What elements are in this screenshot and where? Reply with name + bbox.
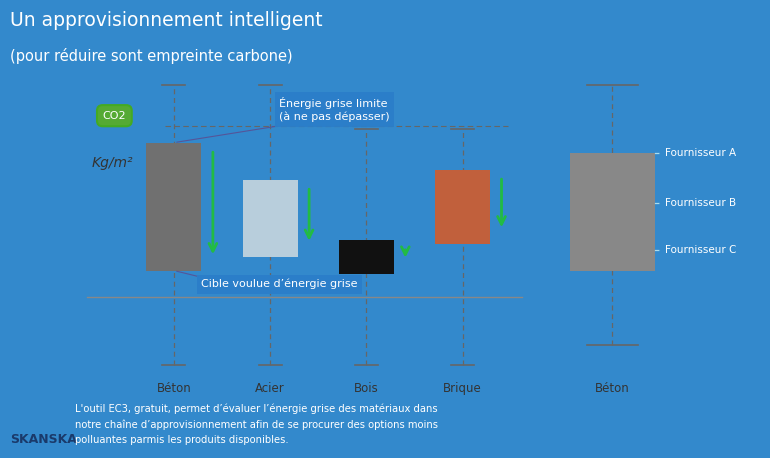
- Text: Kg/m²: Kg/m²: [92, 156, 133, 170]
- Bar: [339, 240, 394, 274]
- Text: L'outil EC3, gratuit, permet d’évaluer l’énergie grise des matériaux dans
notre : L'outil EC3, gratuit, permet d’évaluer l…: [75, 404, 438, 445]
- Text: CO2: CO2: [102, 111, 126, 121]
- Text: Bois: Bois: [354, 382, 379, 395]
- Text: Fournisseur A: Fournisseur A: [665, 148, 736, 158]
- Bar: [243, 180, 298, 257]
- Text: Énergie grise limite
(à ne pas dépasser): Énergie grise limite (à ne pas dépasser): [280, 97, 390, 122]
- Text: Un approvisionnement intelligent: Un approvisionnement intelligent: [10, 11, 323, 30]
- Bar: [146, 142, 202, 271]
- Text: Béton: Béton: [156, 382, 191, 395]
- Text: Fournisseur C: Fournisseur C: [665, 245, 736, 256]
- Text: Acier: Acier: [256, 382, 285, 395]
- Text: Fournisseur B: Fournisseur B: [665, 198, 736, 208]
- Bar: [570, 153, 655, 271]
- Text: (pour réduire sont empreinte carbone): (pour réduire sont empreinte carbone): [10, 48, 293, 64]
- Text: SKANSKA: SKANSKA: [10, 433, 77, 446]
- Text: Brique: Brique: [444, 382, 482, 395]
- Bar: [435, 169, 490, 244]
- Text: Cible voulue d’énergie grise: Cible voulue d’énergie grise: [202, 279, 358, 289]
- Text: Béton: Béton: [595, 382, 630, 395]
